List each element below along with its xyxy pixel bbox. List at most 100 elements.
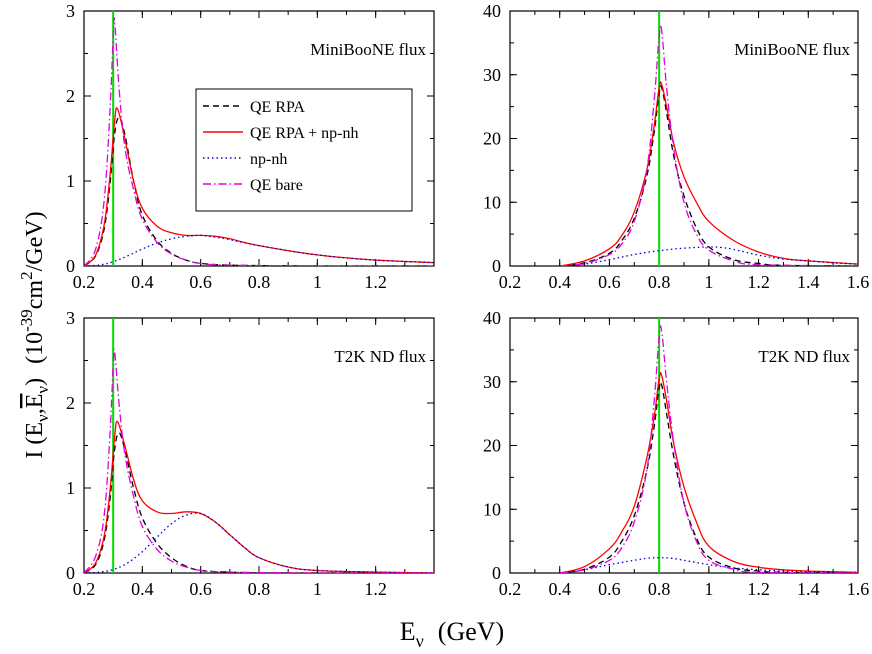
series-npnh [84, 234, 434, 266]
y-tick-label: 40 [483, 308, 501, 328]
legend-label: QE RPA [250, 99, 305, 116]
y-tick-label: 10 [483, 499, 501, 519]
legend-label: np-nh [250, 151, 287, 168]
y-tick-label: 10 [483, 192, 501, 212]
ylabel-close: ) [22, 378, 48, 386]
x-tick-label: 0.2 [73, 579, 96, 599]
y-tick-label: 2 [66, 86, 75, 106]
legend-label: QE bare [250, 177, 303, 194]
legend-item: np-nh [203, 151, 287, 168]
panel-4: 0.2 0.4 0.6 0.8 1 1.2 1.4 1.6 0 10 20 30 40 T2K ND fl… [483, 308, 869, 599]
x-tick-label: 1.2 [364, 579, 387, 599]
x-tick-label: 0.6 [598, 579, 621, 599]
flux-annotation: T2K ND flux [758, 347, 850, 366]
legend-item: QE RPA [203, 99, 305, 116]
x-tick-label: 0.2 [499, 272, 522, 292]
series-qe-bare [559, 24, 858, 266]
ylabel-exp1: -39 [17, 309, 36, 332]
series-qe-rpa-npnh [559, 81, 858, 266]
x-tick-label: 1 [313, 272, 322, 292]
x-tick-label: 0.6 [189, 272, 212, 292]
y-tick-label: 0 [492, 256, 501, 276]
x-tick-label: 1.4 [797, 579, 820, 599]
series-group [84, 348, 434, 573]
ylabel-I: I (E [22, 422, 48, 459]
x-tick-label: 0.2 [499, 579, 522, 599]
x-tick-label: 0.6 [189, 579, 212, 599]
x-tick-label: 1.6 [847, 272, 870, 292]
series-qe-rpa-npnh [559, 372, 858, 573]
x-tick-label: 1.2 [747, 272, 770, 292]
y-tick-label: 20 [483, 436, 501, 456]
y-tick-label: 20 [483, 129, 501, 149]
x-tick-label: 1.4 [797, 272, 820, 292]
y-tick-label: 0 [492, 563, 501, 583]
ylabel-sub1: ν [33, 414, 52, 422]
y-tick-label: 0 [66, 563, 75, 583]
ylabel-end: /GeV) [22, 211, 48, 271]
series-group [84, 16, 434, 266]
x-tick-label: 1 [313, 579, 322, 599]
series-qe-bare [559, 325, 858, 573]
legend-item: QE RPA + np-nh [203, 125, 358, 142]
xlabel-main: E [400, 617, 416, 646]
series-qe-bare [84, 348, 434, 573]
x-tick-label: 1 [704, 579, 713, 599]
ylabel-mid: cm [22, 280, 48, 310]
y-tick-label: 3 [66, 308, 75, 328]
panel-1: 0.2 0.4 0.6 0.8 1 1.2 0 1 2 3 MiniBooNE flux [66, 1, 435, 292]
legend: QE RPA QE RPA + np-nh np-nh QE bare [195, 88, 413, 212]
y-tick-label: 1 [66, 171, 75, 191]
flux-annotation: T2K ND flux [334, 347, 426, 366]
x-tick-label: 0.4 [548, 579, 571, 599]
x-tick-label: 0.6 [598, 272, 621, 292]
ylabel-sub2: ν [33, 386, 52, 394]
flux-annotation: MiniBooNE flux [734, 40, 850, 59]
series-group [559, 24, 858, 266]
y-tick-label: 1 [66, 478, 75, 498]
xlabel-unit: (GeV) [438, 617, 504, 646]
series-qe-bare [84, 16, 434, 266]
flux-annotation: MiniBooNE flux [310, 40, 426, 59]
series-group [559, 325, 858, 573]
x-tick-label: 1.2 [364, 272, 387, 292]
y-tick-label: 3 [66, 1, 75, 21]
legend-item: QE bare [203, 177, 303, 194]
x-tick-label: 1.2 [747, 579, 770, 599]
ylabel-exp2: 2 [17, 271, 36, 280]
series-qe-rpa-npnh [84, 420, 434, 573]
series-npnh [84, 512, 434, 573]
y-tick-label: 40 [483, 1, 501, 21]
y-axis-title: I (Eν,Eν)(10-39cm2/GeV) [17, 211, 52, 458]
series-qe-rpa [84, 432, 434, 573]
x-tick-label: 0.4 [548, 272, 571, 292]
panels: 0.2 0.4 0.6 0.8 1 1.2 0 1 2 3 MiniBooNE flux 0.2 0.4… [66, 1, 869, 599]
legend-box [195, 88, 413, 212]
panel-3: 0.2 0.4 0.6 0.8 1 1.2 0 1 2 3 T2K ND flux [66, 308, 435, 599]
x-tick-label: 0.8 [248, 272, 271, 292]
series-qe-rpa [559, 85, 858, 266]
x-tick-label: 1.6 [847, 579, 870, 599]
ylabel-Ebar: E [22, 394, 48, 409]
series-npnh [559, 246, 858, 266]
y-tick-label: 0 [66, 256, 75, 276]
x-tick-label: 0.4 [131, 579, 154, 599]
y-tick-label: 2 [66, 393, 75, 413]
x-tick-label: 1 [704, 272, 713, 292]
x-tick-label: 0.8 [248, 579, 271, 599]
x-tick-label: 0.4 [131, 272, 154, 292]
series-qe-rpa [84, 116, 434, 266]
xlabel-sub: ν [416, 631, 424, 651]
panel-2: 0.2 0.4 0.6 0.8 1 1.2 1.4 1.6 0 10 20 30 40 MiniBooNE… [483, 1, 869, 292]
legend-label: QE RPA + np-nh [250, 125, 358, 142]
y-tick-label: 30 [483, 65, 501, 85]
x-tick-label: 0.2 [73, 272, 96, 292]
x-tick-label: 0.8 [648, 272, 671, 292]
x-tick-label: 0.8 [648, 579, 671, 599]
series-qe-rpa [559, 381, 858, 573]
ylabel-comma: , [22, 408, 48, 414]
x-axis-title: Eν (GeV) [400, 617, 504, 651]
ylabel-pre: (10 [22, 332, 48, 364]
y-tick-label: 30 [483, 372, 501, 392]
